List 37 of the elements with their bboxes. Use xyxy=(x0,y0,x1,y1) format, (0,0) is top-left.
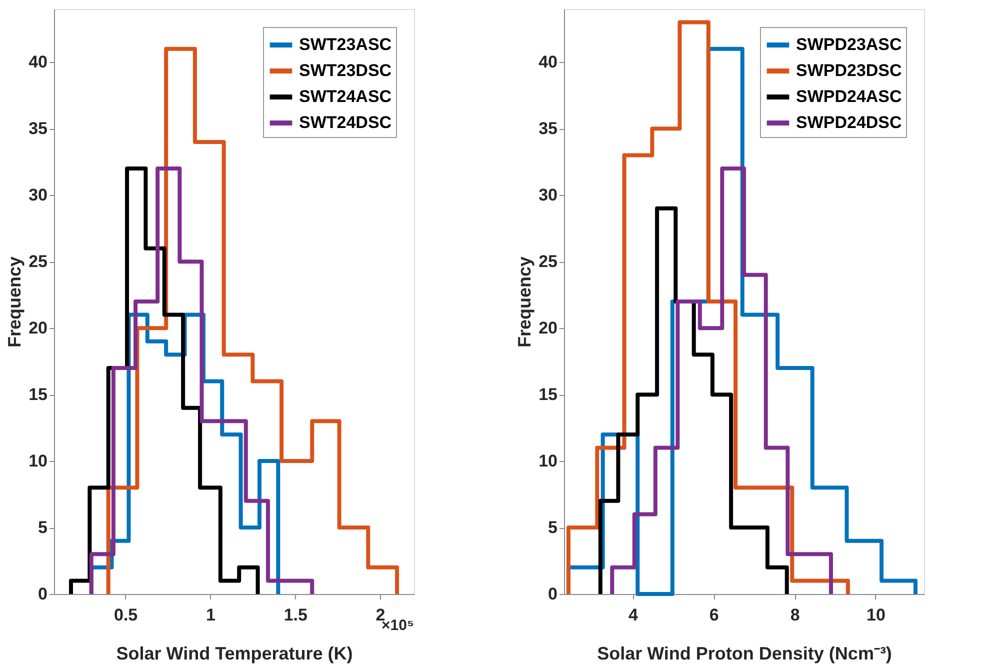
y-tick-label: 20 xyxy=(28,318,48,338)
y-tick-label: 30 xyxy=(538,186,558,205)
x-tick-label: 8 xyxy=(790,606,800,624)
y-tick-label: 35 xyxy=(28,119,48,138)
legend-label: SWT24DSC xyxy=(299,113,392,132)
y-tick-label: 25 xyxy=(538,252,558,272)
y-tick-label: 20 xyxy=(538,318,558,338)
y-tick-label: 15 xyxy=(28,385,48,404)
x-axis-title: Solar Wind Proton Density (Ncm⁻³) xyxy=(597,644,892,664)
y-tick-label: 5 xyxy=(38,518,48,538)
x-tick-label: 0.5 xyxy=(114,606,138,624)
legend-label: SWT23DSC xyxy=(299,61,392,80)
x-tick-label: 1.5 xyxy=(284,606,308,624)
y-tick-label: 10 xyxy=(538,452,558,471)
y-tick-label: 35 xyxy=(538,119,558,138)
y-tick-label: 30 xyxy=(28,186,48,205)
legend-label: SWPD24DSC xyxy=(796,113,902,132)
legend-label: SWPD23ASC xyxy=(796,35,902,54)
y-axis-title: Frequency xyxy=(514,256,535,348)
y-tick-label: 5 xyxy=(548,518,558,538)
y-tick-label: 10 xyxy=(28,452,48,471)
legend-label: SWPD23DSC xyxy=(796,61,902,80)
y-tick-label: 15 xyxy=(538,385,558,404)
y-tick-label: 25 xyxy=(28,252,48,272)
y-tick-label: 0 xyxy=(38,584,48,604)
y-axis-title: Frequency xyxy=(4,256,25,348)
legend-label: SWT23ASC xyxy=(299,35,392,54)
y-tick-label: 40 xyxy=(538,52,558,72)
legend-label: SWPD24ASC xyxy=(796,87,902,106)
x-axis-title: Solar Wind Temperature (K) xyxy=(116,644,353,664)
x-tick-label: 4 xyxy=(628,606,639,624)
x-tick-label: 1 xyxy=(206,606,216,624)
x-tick-label: 6 xyxy=(709,606,719,624)
x-tick-label: 10 xyxy=(866,606,886,624)
y-tick-label: 0 xyxy=(548,584,558,604)
legend-label: SWT24ASC xyxy=(299,87,392,106)
y-tick-label: 40 xyxy=(28,52,48,72)
